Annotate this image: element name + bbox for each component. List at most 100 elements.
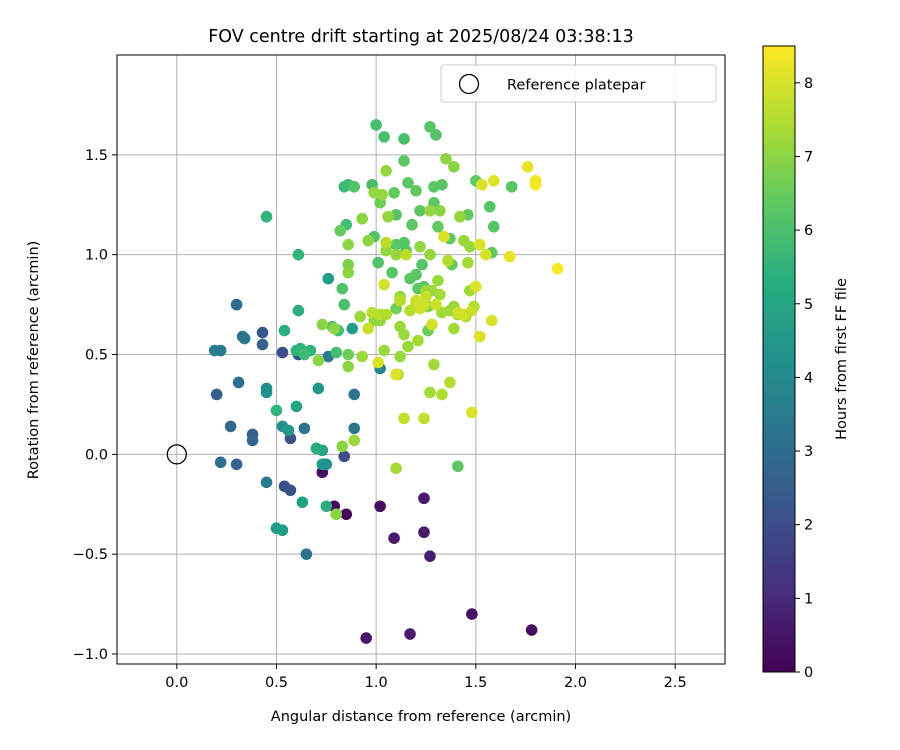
x-tick-label: 2.0 — [564, 675, 587, 691]
plot-frame — [116, 54, 726, 665]
data-point — [328, 322, 341, 335]
legend-box — [440, 64, 717, 103]
y-tick-label: 1.0 — [85, 248, 108, 264]
data-point — [521, 161, 534, 173]
chart-title: FOV centre drift starting at 2025/08/24 … — [208, 27, 634, 47]
data-point — [336, 440, 349, 453]
data-point — [284, 484, 297, 497]
colorbar: 0 1 2 3 4 5 6 7 8 Hours from first FF file — [762, 45, 850, 681]
data-point — [416, 258, 428, 271]
data-point — [525, 624, 538, 636]
data-point — [348, 434, 361, 447]
data-point — [410, 184, 422, 197]
data-point — [424, 550, 436, 562]
colorbar-tick-label: 3 — [804, 444, 813, 460]
data-point — [466, 608, 478, 620]
data-point — [452, 460, 464, 473]
data-point — [412, 334, 424, 347]
data-point — [342, 348, 355, 361]
data-point — [330, 346, 343, 359]
data-point — [338, 450, 351, 463]
data-point — [232, 376, 245, 389]
data-point — [426, 318, 438, 331]
data-point — [378, 278, 390, 291]
data-point — [438, 230, 450, 243]
data-point — [282, 424, 295, 437]
data-point — [298, 422, 311, 435]
data-point — [551, 262, 564, 275]
data-point — [246, 434, 259, 447]
data-point — [378, 344, 390, 357]
data-point — [398, 155, 410, 167]
data-point — [440, 153, 452, 165]
colorbar-tick-label: 0 — [804, 665, 813, 681]
y-tick-label: −1.0 — [73, 647, 108, 663]
reference-platepar-marker — [166, 444, 187, 465]
data-point — [348, 180, 361, 193]
data-point — [388, 186, 400, 199]
data-point — [312, 382, 325, 395]
data-point — [390, 462, 402, 475]
data-point — [474, 238, 486, 251]
data-point — [338, 298, 351, 311]
colorbar-bar — [762, 45, 796, 673]
data-point — [270, 404, 283, 417]
x-tick-label: 0.0 — [165, 675, 188, 691]
data-point — [487, 174, 500, 187]
data-points — [208, 119, 564, 644]
x-tick-label: 0.5 — [265, 675, 288, 691]
data-point — [230, 458, 243, 471]
data-point — [230, 298, 243, 311]
data-point — [432, 274, 444, 287]
data-point — [360, 632, 372, 644]
data-point — [320, 500, 333, 513]
data-point — [238, 332, 251, 345]
colorbar-tick-label: 7 — [804, 149, 813, 165]
colorbar-tick-label: 5 — [804, 297, 813, 313]
data-point — [505, 180, 518, 193]
data-point — [430, 129, 442, 141]
colorbar-tick-label: 8 — [804, 76, 813, 92]
data-point — [320, 458, 333, 471]
data-point — [300, 548, 313, 560]
data-point — [214, 344, 227, 357]
data-point — [312, 354, 325, 367]
x-axis-ticks: 0.0 0.5 1.0 1.5 2.0 2.5 — [165, 664, 687, 691]
y-axis-label: Rotation from reference (arcmin) — [26, 241, 42, 480]
data-point — [404, 628, 416, 640]
x-tick-label: 1.0 — [365, 675, 388, 691]
data-point — [276, 524, 289, 537]
x-axis-label: Angular distance from reference (arcmin) — [271, 709, 571, 725]
data-point — [434, 288, 446, 301]
data-point — [464, 240, 476, 253]
data-point — [292, 304, 305, 317]
colorbar-label: Hours from first FF file — [834, 278, 850, 440]
data-point — [466, 304, 478, 317]
data-point — [342, 258, 355, 271]
data-point — [380, 308, 392, 321]
data-point — [476, 178, 488, 191]
data-point — [424, 204, 436, 217]
data-point — [406, 218, 418, 231]
data-point — [256, 326, 269, 339]
data-point — [414, 240, 426, 253]
data-point — [224, 420, 237, 433]
data-point — [366, 306, 378, 319]
data-point — [380, 165, 392, 177]
data-point — [404, 272, 416, 285]
data-point — [483, 200, 496, 213]
data-point — [260, 210, 273, 223]
data-point — [296, 496, 309, 509]
data-point — [348, 422, 361, 435]
data-point — [466, 406, 478, 419]
data-point — [479, 248, 492, 261]
data-point — [256, 338, 269, 351]
y-tick-label: 0.5 — [85, 348, 108, 364]
data-point — [390, 248, 402, 261]
data-point — [362, 322, 374, 335]
data-point — [340, 508, 353, 521]
data-point — [462, 256, 474, 269]
data-point — [424, 121, 436, 133]
data-point — [348, 388, 361, 401]
